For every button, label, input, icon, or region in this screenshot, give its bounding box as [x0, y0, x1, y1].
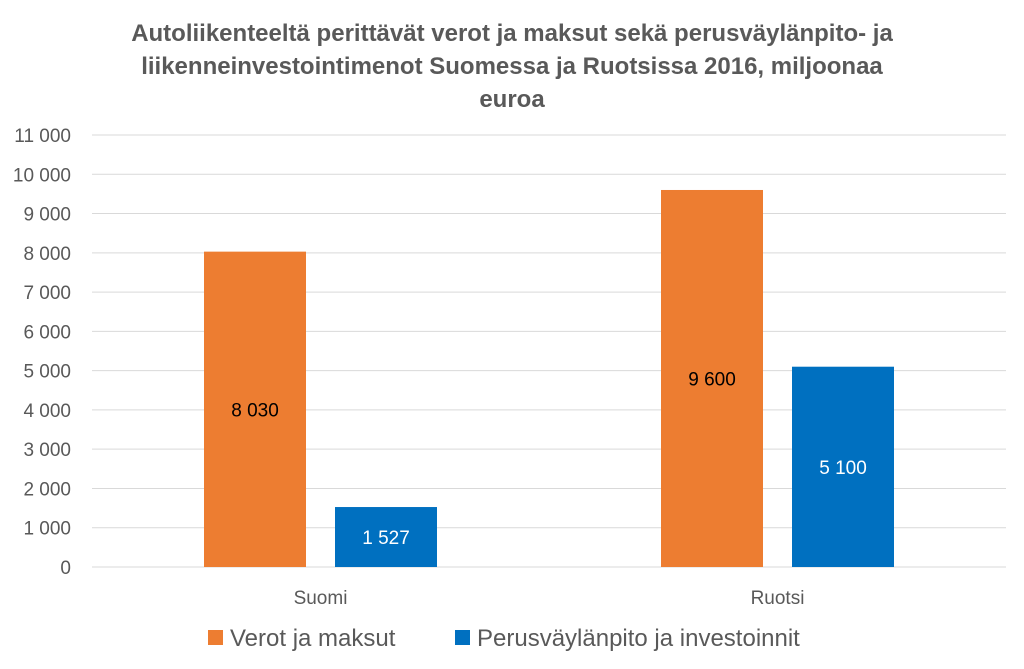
legend-swatch: [208, 630, 223, 645]
y-tick-label: 9 000: [23, 205, 71, 226]
data-label: 5 100: [819, 458, 867, 479]
y-tick-label: 6 000: [23, 322, 71, 343]
y-tick-label: 8 000: [23, 244, 71, 265]
legend: Verot ja maksut Perusväylänpito ja invest…: [208, 625, 800, 652]
y-tick-label: 1 000: [23, 519, 71, 540]
y-tick-label: 10 000: [13, 165, 71, 186]
data-label: 1 527: [362, 528, 410, 549]
bar-ruotsi-series-2: [792, 366, 894, 567]
chart-title: Autoliikenteeltä perittävät verot ja mak…: [131, 20, 893, 113]
bar-ruotsi-series-1: [661, 189, 763, 567]
x-axis-category-labels: Suomi Ruotsi: [294, 588, 805, 609]
y-tick-label: 2 000: [23, 479, 71, 500]
y-tick-label: 7 000: [23, 283, 71, 304]
y-tick-label: 0: [60, 558, 71, 579]
bar-suomi-series-2: [335, 507, 437, 567]
x-category-label: Ruotsi: [751, 588, 805, 609]
bar-suomi-series-1: [204, 251, 306, 567]
chart-title-line: euroa: [479, 86, 545, 113]
y-tick-label: 11 000: [14, 126, 71, 147]
y-axis-tick-labels: 0 1 000 2 000 3 000 4 000 5 000 6 000 7 000 8 00…: [13, 126, 71, 579]
x-category-label: Suomi: [294, 588, 348, 609]
y-tick-label: 5 000: [23, 362, 71, 383]
chart-title-line: liikenneinvestointimenot Suomessa ja Ruo…: [141, 53, 883, 80]
legend-label: Verot ja maksut: [230, 625, 396, 652]
legend-label: Perusväylänpito ja investoinnit: [477, 625, 800, 652]
data-label: 9 600: [688, 369, 736, 390]
bars: 8 030 1 527 9 600 5 100: [204, 189, 894, 567]
data-label: 8 030: [231, 400, 279, 421]
chart-title-line: Autoliikenteeltä perittävät verot ja mak…: [131, 20, 893, 47]
y-tick-label: 4 000: [23, 401, 71, 422]
legend-swatch: [455, 630, 470, 645]
y-tick-label: 3 000: [23, 440, 71, 461]
